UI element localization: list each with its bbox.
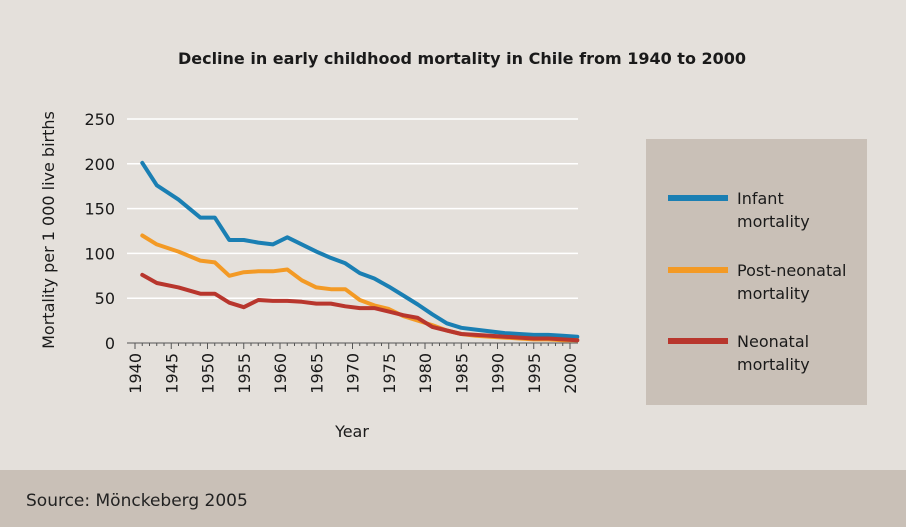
legend: Infant mortality Post-neonatal mortality Neo… [646,139,867,405]
y-tick-label: 50 [95,289,115,308]
chart-title: Decline in early childhood mortality in … [178,49,746,68]
series-line-post-neonatal-mortality [140,233,580,343]
legend-label-infant-mortality: Infant [737,189,784,208]
x-tick-label: 1975 [380,353,399,394]
x-tick-label: 1960 [271,353,290,394]
series-line-infant-mortality [140,160,580,339]
axes: 0 50 100 150 200 250 1940 1945 1950 1955 1960 1965 1… [84,110,580,394]
x-tick-label: 1970 [344,353,363,394]
x-tick-label: 2000 [561,353,580,394]
y-tick-label: 250 [84,110,115,129]
legend-label-post-neonatal-mortality: Post-neonatal [737,261,847,280]
y-axis-label: Mortality per 1 000 live births [39,111,58,349]
legend-label-neonatal-mortality: mortality [737,355,810,374]
y-tick-label: 150 [84,200,115,219]
chart-figure: Decline in early childhood mortality in … [39,49,867,441]
x-tick-label: 1985 [452,353,471,394]
legend-label-post-neonatal-mortality: mortality [737,284,810,303]
source-note: Source: Mönckeberg 2005 [26,491,248,511]
x-tick-label: 1990 [489,353,508,394]
y-tick-label: 0 [105,334,115,353]
legend-label-neonatal-mortality: Neonatal [737,332,809,351]
grid-lines [127,118,578,299]
y-tick-label: 100 [84,244,115,263]
x-tick-label: 1995 [525,353,544,394]
x-tick-label: 1950 [199,353,218,394]
x-tick-label: 1940 [126,353,145,394]
series-line-neonatal-mortality [140,272,580,343]
legend-label-infant-mortality: mortality [737,212,810,231]
source-footer: Source: Mönckeberg 2005 [0,470,906,527]
chart-svg: Decline in early childhood mortality in … [39,49,867,441]
series-lines [140,160,580,343]
x-tick-label: 1965 [307,353,326,394]
y-tick-label: 200 [84,155,115,174]
x-tick-label: 1980 [416,353,435,394]
x-tick-label: 1945 [162,353,181,394]
x-axis-label: Year [334,422,369,441]
x-tick-label: 1955 [235,353,254,394]
